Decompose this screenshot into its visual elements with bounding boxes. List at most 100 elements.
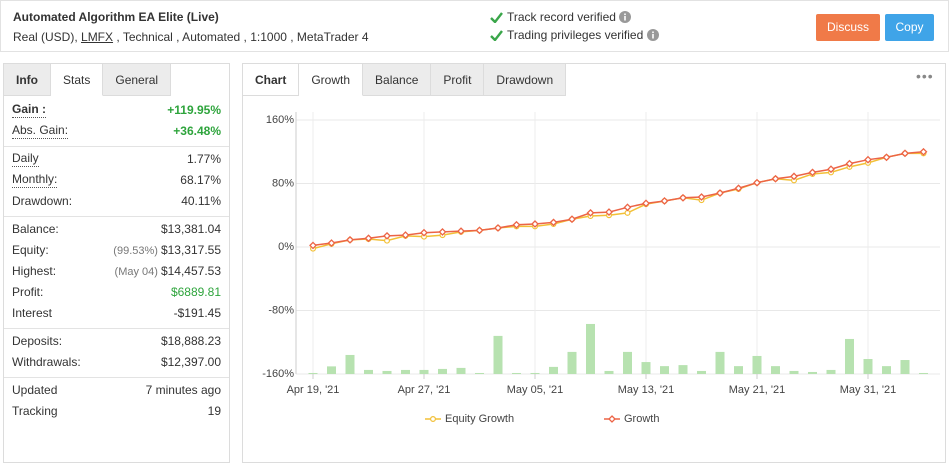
stat-row: Balance: $13,381.04 (4, 219, 229, 240)
x-tick-label: May 05, '21 (507, 384, 564, 396)
data-point (512, 220, 521, 229)
data-point (401, 231, 410, 240)
data-point (420, 228, 428, 237)
data-point (642, 199, 650, 208)
tab[interactable]: Stats (51, 64, 104, 96)
tab-bar: Chart Growth Balance Profit Drawdown (243, 64, 567, 96)
bar (567, 351, 577, 374)
stat-label: Profit: (12, 285, 44, 299)
discuss-button[interactable]: Discuss (816, 14, 880, 41)
stat-value: +119.95% (167, 103, 221, 117)
data-point (882, 153, 891, 162)
system-title: Automated Algorithm EA Elite (Live) (13, 10, 219, 24)
stat-value: 1.77% (186, 152, 221, 166)
stat-label: Highest: (12, 264, 57, 278)
data-point (734, 184, 743, 193)
stat-value-box: $13,381.04 (161, 219, 221, 240)
broker-link[interactable]: LMFX (81, 30, 114, 44)
y-tick-label: 160% (266, 114, 294, 126)
copy-button[interactable]: Copy (885, 14, 934, 41)
stat-label: Withdrawals: (12, 355, 81, 369)
bar (604, 370, 614, 374)
data-point (660, 197, 669, 205)
verification: Track record verified (490, 10, 635, 24)
data-point (827, 165, 835, 174)
tab[interactable]: Chart (243, 64, 300, 96)
stat-value: $6889.81 (170, 285, 221, 299)
stats-list: Gain : +119.95% Abs. Gain: +36.48% Daily 1.77… (4, 98, 229, 426)
stat-group: Deposits: $18,888.23 Withdrawals: $12,397.0… (4, 329, 229, 378)
stat-value: $12,397.00 (160, 355, 221, 369)
bar (345, 354, 355, 374)
stat-value-box: $6889.81 (171, 282, 221, 303)
tab[interactable]: Balance (363, 64, 432, 96)
tab[interactable]: General (103, 64, 172, 96)
stat-label: Gain : (12, 102, 47, 118)
stat-value-box: 40.11% (181, 191, 221, 212)
bar (401, 369, 410, 374)
bar (771, 366, 780, 374)
tab[interactable]: Info (4, 64, 51, 96)
stat-label: Interest (12, 306, 53, 320)
data-point (697, 193, 706, 201)
info-icon[interactable] (646, 29, 659, 41)
bar (382, 370, 392, 374)
series-line (312, 152, 924, 250)
verification-text: Track record verified (507, 10, 616, 24)
tab-bar: Info Stats General (4, 64, 172, 96)
bar (808, 371, 817, 374)
data-point (457, 227, 465, 236)
stat-value-box: -$191.45 (174, 303, 221, 324)
legend-marker (608, 415, 616, 423)
data-point (790, 172, 798, 181)
bar (789, 370, 799, 374)
stat-label: Deposits: (12, 334, 63, 348)
stat-value-box: (May 04) $14,457.53 (115, 261, 221, 283)
bar (734, 366, 743, 374)
bar (549, 366, 558, 374)
stat-group: Balance: $13,381.04 Equity: (99.53%) $13,317… (4, 217, 229, 329)
stat-label: Monthly: (12, 172, 58, 188)
stat-row: Profit: $6889.81 (4, 282, 229, 303)
menu-icon[interactable]: ••• (916, 68, 934, 84)
verification-text: Trading privileges verified (507, 28, 644, 42)
bar (493, 335, 503, 374)
account-info: Real (USD), LMFX , Technical , Automated… (13, 30, 369, 44)
tab[interactable]: Drawdown (484, 64, 567, 96)
data-point (808, 168, 817, 177)
stat-note: (99.53%) (113, 245, 158, 257)
bar (530, 372, 540, 374)
info-icon[interactable] (619, 11, 632, 23)
data-point (771, 174, 780, 183)
stat-value: -$191.45 (173, 306, 221, 320)
bar (641, 362, 651, 374)
stat-label: Equity: (12, 243, 49, 257)
stat-value-box: +119.95% (167, 100, 221, 121)
data-point (549, 218, 558, 227)
bar (845, 338, 854, 374)
stat-value: 19 (207, 404, 221, 418)
account-suffix: , Technical , Automated , 1:1000 , MetaT… (113, 30, 369, 44)
bar (475, 372, 484, 374)
stat-label: Drawdown: (12, 194, 73, 208)
stat-value-box: 7 minutes ago (146, 380, 221, 401)
legend-label: Equity Growth (445, 413, 514, 425)
stat-value-box: $12,397.00 (161, 352, 221, 373)
bar (364, 369, 373, 374)
tab[interactable]: Growth (299, 64, 364, 96)
tab[interactable]: Profit (431, 64, 485, 96)
data-point (753, 178, 761, 187)
data-point (845, 159, 854, 168)
stat-label: Balance: (12, 222, 59, 236)
bar (697, 370, 706, 374)
stat-value: 68.17% (180, 173, 221, 187)
stat-value: $13,381.04 (160, 222, 221, 236)
check-icon (490, 12, 503, 24)
bar (327, 366, 336, 374)
y-tick-label: 80% (272, 177, 294, 189)
data-point (716, 189, 724, 197)
stat-value: $14,457.53 (160, 264, 221, 278)
data-point (531, 220, 539, 228)
